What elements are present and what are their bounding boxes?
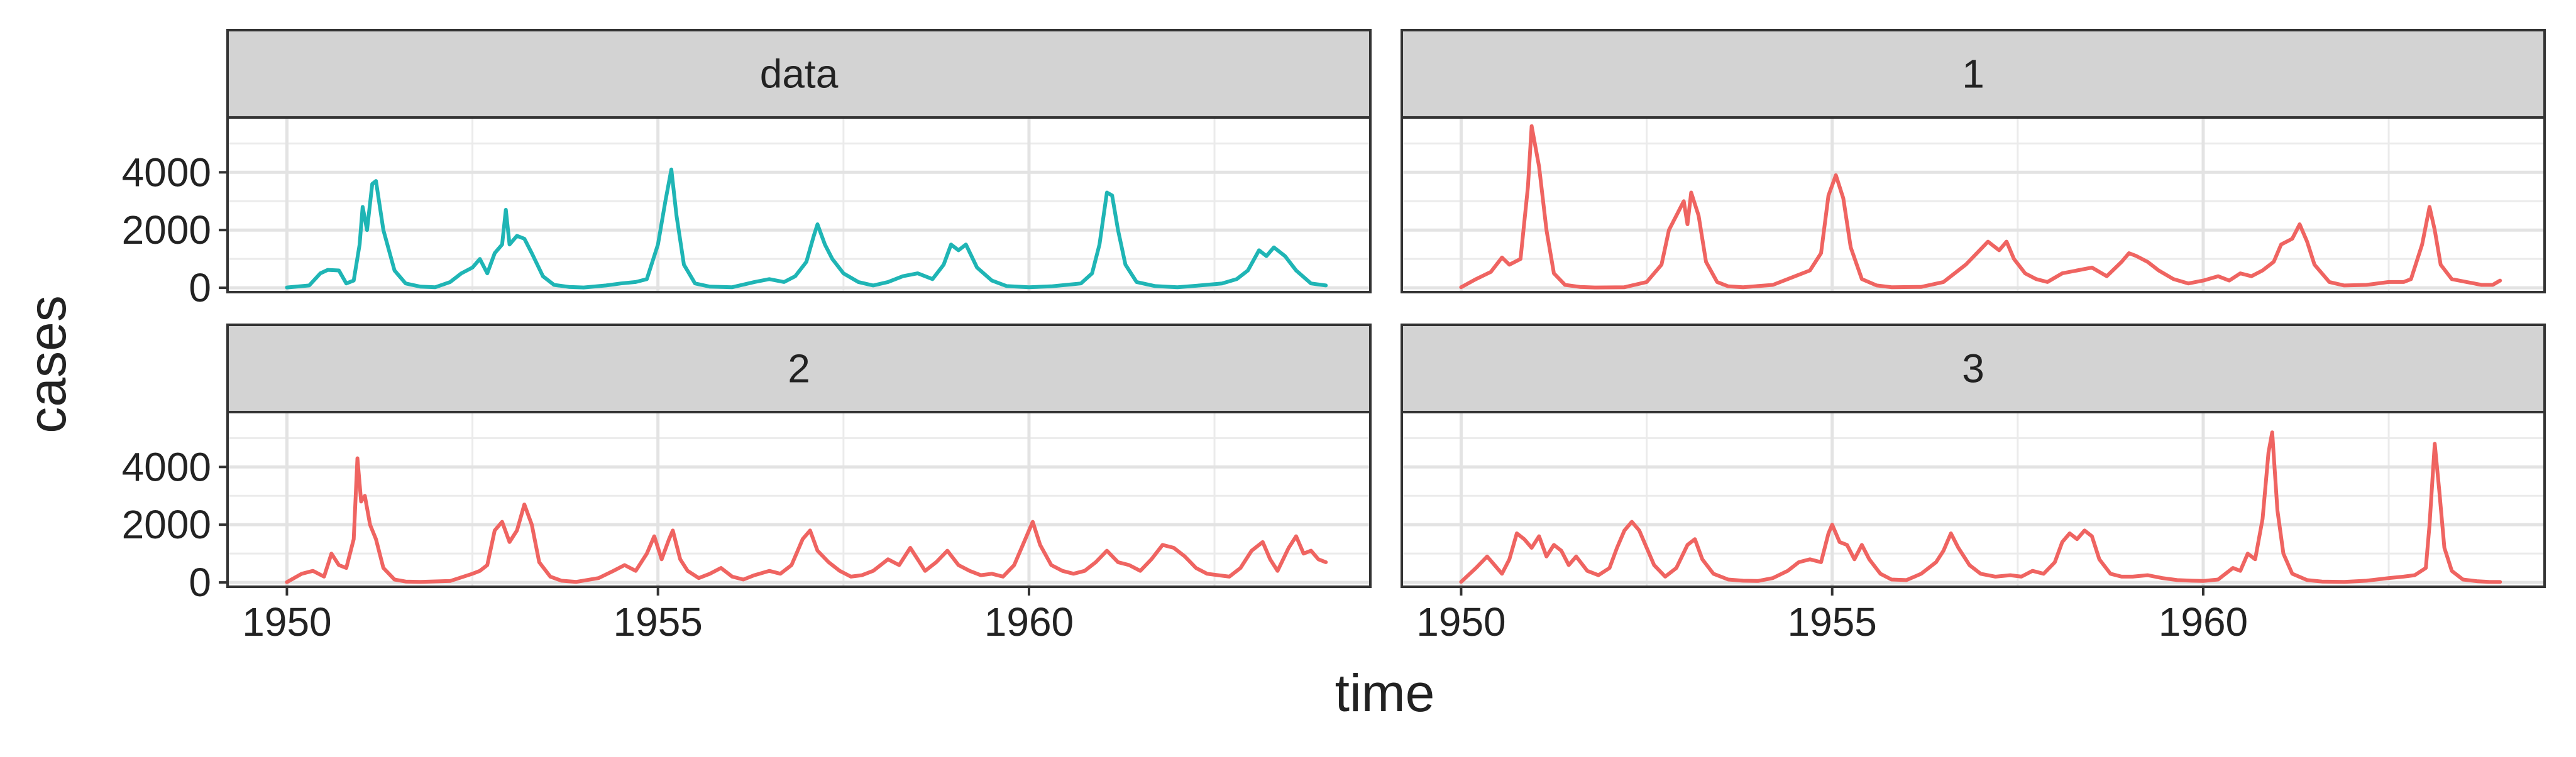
y-tick-label: 4000 [122,444,211,489]
y-tick-label: 4000 [122,150,211,195]
panel-background [228,117,1370,292]
facet-strip-label: 2 [788,346,810,391]
x-tick-label: 1960 [2159,599,2248,645]
x-axis-title: time [1335,663,1435,722]
facet-panel-3: 3 1950 1955 1960 [1401,324,2546,645]
facet-panel-1: 1 [1401,29,2546,293]
series-line-data [285,167,1328,290]
x-tick-label: 1955 [1788,599,1877,645]
x-tick-label: 1960 [984,599,1074,645]
series-line-3 [1459,430,2502,584]
y-axis-title: cases [18,295,77,433]
facet-strip-label: 3 [1962,346,1984,391]
y-tick-label: 0 [189,560,211,605]
panel-background [1402,412,2545,587]
series-line-1 [1459,124,2502,290]
facet-panel-2: 2 0 2000 4000 1950 1955 1960 [122,324,1372,645]
facet-panel-data: data 0 2000 4000 [122,29,1372,310]
y-tick-label: 2000 [122,502,211,547]
facet-strip-label: data [760,52,839,97]
y-tick-label: 2000 [122,207,211,253]
facet-strip [226,324,1372,413]
x-tick-label: 1950 [1416,599,1505,645]
x-tick-label: 1950 [242,599,331,645]
facet-strip [1401,29,2546,119]
facet-strip [1401,324,2546,413]
facet-strip [226,29,1372,119]
panel-background [1402,117,2545,292]
y-tick-label: 0 [189,265,211,310]
panel-background [228,412,1370,587]
x-tick-label: 1955 [614,599,703,645]
facet-strip-label: 1 [1962,52,1984,97]
series-line-2 [285,456,1328,584]
